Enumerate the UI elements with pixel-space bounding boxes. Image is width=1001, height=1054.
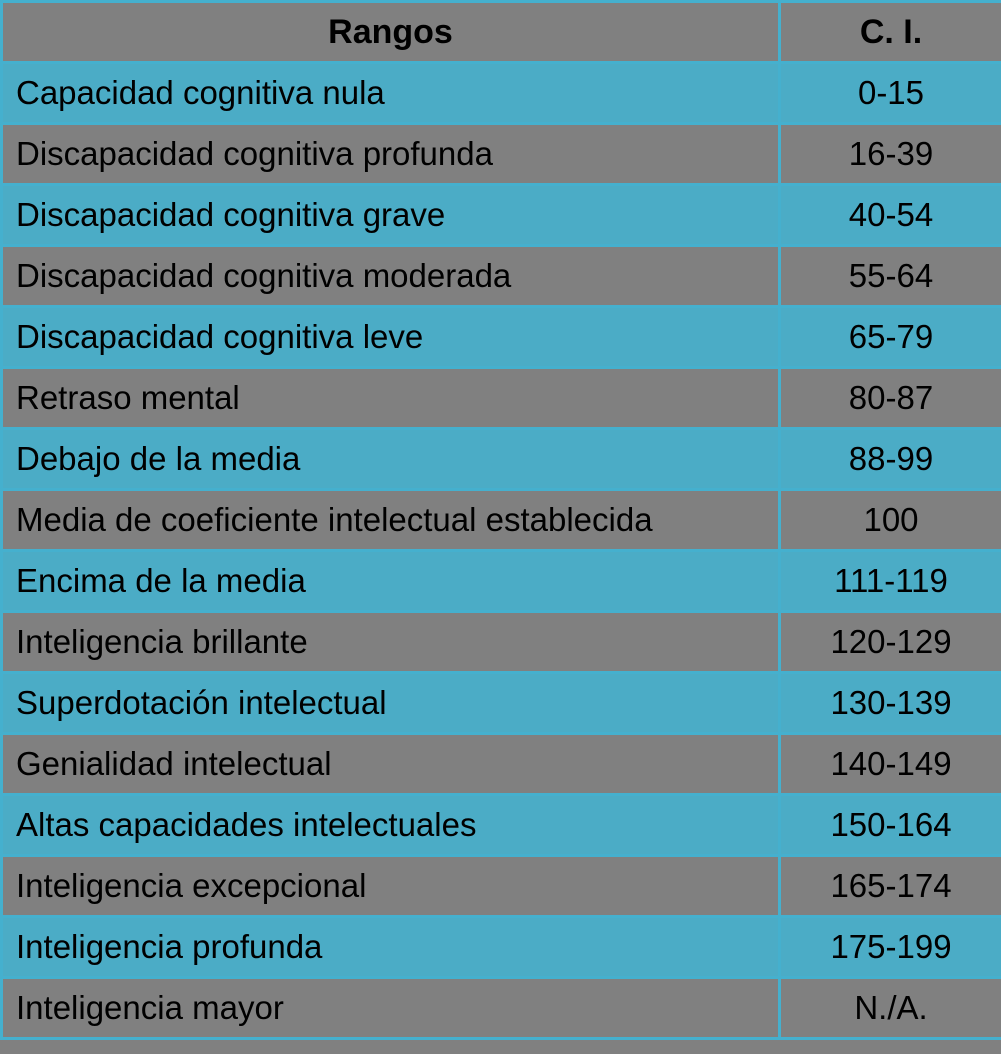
range-label-cell: Retraso mental <box>0 366 781 430</box>
range-label-cell: Discapacidad cognitiva leve <box>0 305 781 369</box>
table-row: Retraso mental 80-87 <box>0 366 1001 430</box>
table-row: Media de coeficiente intelectual estable… <box>0 488 1001 552</box>
ci-value-cell: 130-139 <box>778 671 1001 735</box>
column-header-rangos: Rangos <box>0 0 781 64</box>
range-label-cell: Encima de la media <box>0 549 781 613</box>
range-label-cell: Superdotación intelectual <box>0 671 781 735</box>
ci-value-cell: 65-79 <box>778 305 1001 369</box>
table-row: Debajo de la media 88-99 <box>0 427 1001 491</box>
table-row: Altas capacidades intelectuales 150-164 <box>0 793 1001 857</box>
ci-value-cell: N./A. <box>778 976 1001 1040</box>
ci-value-cell: 16-39 <box>778 122 1001 186</box>
table-row: Inteligencia profunda 175-199 <box>0 915 1001 979</box>
range-label-cell: Altas capacidades intelectuales <box>0 793 781 857</box>
range-label-cell: Inteligencia profunda <box>0 915 781 979</box>
ci-value-cell: 140-149 <box>778 732 1001 796</box>
ci-value-cell: 40-54 <box>778 183 1001 247</box>
header-row: Rangos C. I. <box>0 0 1001 64</box>
table-row: Encima de la media 111-119 <box>0 549 1001 613</box>
table-row: Discapacidad cognitiva moderada 55-64 <box>0 244 1001 308</box>
range-label-cell: Inteligencia brillante <box>0 610 781 674</box>
ci-value-cell: 88-99 <box>778 427 1001 491</box>
ci-value-cell: 150-164 <box>778 793 1001 857</box>
table-row: Inteligencia excepcional 165-174 <box>0 854 1001 918</box>
table-row: Discapacidad cognitiva grave 40-54 <box>0 183 1001 247</box>
table-row: Inteligencia brillante 120-129 <box>0 610 1001 674</box>
ci-value-cell: 80-87 <box>778 366 1001 430</box>
range-label-cell: Discapacidad cognitiva profunda <box>0 122 781 186</box>
column-header-ci: C. I. <box>778 0 1001 64</box>
range-label-cell: Genialidad intelectual <box>0 732 781 796</box>
range-label-cell: Capacidad cognitiva nula <box>0 61 781 125</box>
table-row: Capacidad cognitiva nula 0-15 <box>0 61 1001 125</box>
table-header: Rangos C. I. <box>0 0 1001 64</box>
range-label-cell: Inteligencia mayor <box>0 976 781 1040</box>
ci-value-cell: 100 <box>778 488 1001 552</box>
table-row: Discapacidad cognitiva profunda 16-39 <box>0 122 1001 186</box>
range-label-cell: Debajo de la media <box>0 427 781 491</box>
ci-value-cell: 120-129 <box>778 610 1001 674</box>
table-row: Superdotación intelectual 130-139 <box>0 671 1001 735</box>
table-body: Capacidad cognitiva nula 0-15 Discapacidad… <box>0 61 1001 1040</box>
range-label-cell: Media de coeficiente intelectual estable… <box>0 488 781 552</box>
range-label-cell: Discapacidad cognitiva grave <box>0 183 781 247</box>
ci-value-cell: 175-199 <box>778 915 1001 979</box>
table-row: Genialidad intelectual 140-149 <box>0 732 1001 796</box>
ci-value-cell: 165-174 <box>778 854 1001 918</box>
table-row: Discapacidad cognitiva leve 65-79 <box>0 305 1001 369</box>
ci-value-cell: 111-119 <box>778 549 1001 613</box>
table-row: Inteligencia mayor N./A. <box>0 976 1001 1040</box>
ci-value-cell: 0-15 <box>778 61 1001 125</box>
range-label-cell: Inteligencia excepcional <box>0 854 781 918</box>
range-label-cell: Discapacidad cognitiva moderada <box>0 244 781 308</box>
ci-value-cell: 55-64 <box>778 244 1001 308</box>
